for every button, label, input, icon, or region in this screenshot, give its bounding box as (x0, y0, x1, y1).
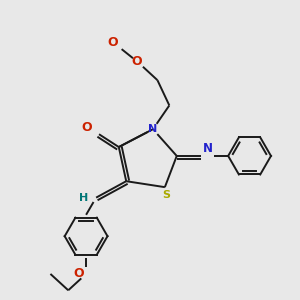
Text: O: O (82, 121, 92, 134)
Text: O: O (131, 55, 142, 68)
Text: N: N (203, 142, 213, 155)
Text: N: N (148, 124, 158, 134)
Text: O: O (74, 267, 84, 280)
Text: O: O (107, 37, 118, 50)
Text: S: S (162, 190, 170, 200)
Text: H: H (80, 193, 88, 202)
